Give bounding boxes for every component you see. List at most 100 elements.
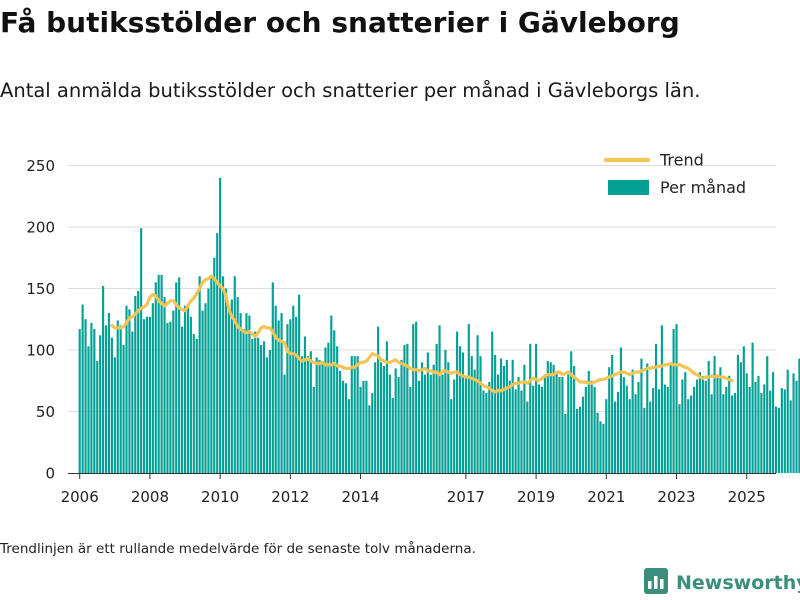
bar [330, 315, 333, 473]
bar [754, 381, 757, 473]
bar [464, 375, 467, 473]
bar [262, 341, 266, 473]
x-tick-label: 2019 [517, 488, 555, 506]
bar [289, 319, 292, 473]
bar [233, 276, 236, 473]
bar [558, 377, 561, 473]
x-tick-label: 2014 [341, 488, 379, 506]
bar [450, 399, 453, 473]
bar [611, 354, 614, 473]
bar [537, 384, 541, 473]
bar [707, 361, 710, 473]
bar [540, 386, 544, 473]
bar [780, 388, 783, 473]
bar [660, 325, 663, 473]
bar [564, 413, 567, 473]
bar [271, 282, 274, 473]
bar [789, 400, 792, 473]
bar [125, 305, 128, 473]
bar [134, 295, 137, 473]
bar [456, 331, 459, 473]
bar [795, 380, 798, 473]
bar [783, 389, 786, 473]
bar [590, 380, 593, 473]
bar [798, 358, 800, 473]
bar [210, 276, 213, 473]
bar [567, 374, 570, 473]
chart-subtitle: Antal anmälda butiksstölder och snatteri… [0, 79, 701, 102]
bar [385, 341, 388, 473]
y-axis-tick-labels: 0 50 100 150 200 250 [26, 157, 55, 483]
bar [175, 282, 178, 473]
bar [491, 331, 494, 473]
bar [646, 363, 649, 473]
bar [771, 372, 775, 473]
bar [728, 375, 731, 473]
bar [432, 364, 435, 473]
bar [397, 377, 400, 473]
bar [693, 386, 696, 473]
x-tick-label: 2023 [657, 488, 695, 506]
bar [573, 365, 576, 473]
bar [704, 380, 707, 473]
bar [178, 277, 181, 473]
bar [584, 386, 587, 473]
bar [681, 379, 684, 473]
bar [157, 274, 160, 473]
monthly-bars [78, 177, 800, 474]
bar [183, 305, 187, 473]
bar [526, 401, 529, 473]
bar [458, 346, 462, 473]
brand-name: Newsworthy [676, 572, 800, 594]
bar [614, 401, 617, 473]
bar [365, 380, 368, 473]
bar [327, 342, 330, 473]
bar [137, 290, 140, 473]
bar [640, 358, 643, 473]
bar [605, 399, 608, 473]
bar-chart: 0 50 100 150 200 250 2006 2008 2010 2012 2014 2017… [26, 151, 800, 506]
bar [763, 384, 766, 473]
bar [786, 369, 789, 473]
bar [429, 374, 432, 473]
bar [473, 369, 476, 473]
bar [631, 369, 634, 473]
brand-logo[interactable]: Newsworthy [644, 568, 800, 598]
bar [99, 335, 102, 473]
bar [760, 393, 763, 473]
bar [766, 356, 769, 473]
bar [535, 343, 538, 473]
bar [169, 321, 172, 473]
trend-line-layer [110, 274, 734, 394]
bar [570, 351, 573, 473]
bar [306, 356, 309, 473]
bar [587, 370, 590, 473]
bar [406, 343, 409, 473]
bar [529, 343, 532, 473]
bar [315, 357, 318, 473]
bar [616, 391, 620, 473]
bar [757, 375, 760, 473]
y-tick-label: 100 [26, 342, 55, 360]
bar [485, 393, 488, 473]
bar [403, 345, 406, 473]
bar [438, 325, 441, 473]
bar [119, 325, 122, 473]
bar [230, 299, 233, 473]
bar [599, 421, 602, 473]
bar [716, 374, 719, 473]
bar [725, 386, 728, 473]
bar [213, 257, 216, 473]
bar [277, 320, 280, 473]
bar [654, 343, 658, 473]
bar [441, 374, 444, 473]
bar [739, 362, 742, 473]
bar [435, 343, 438, 473]
bar [649, 401, 652, 473]
bar [201, 310, 204, 473]
bar [81, 304, 84, 473]
bar [684, 372, 687, 473]
bar [84, 319, 87, 473]
bar [104, 325, 108, 473]
bar [499, 358, 503, 473]
